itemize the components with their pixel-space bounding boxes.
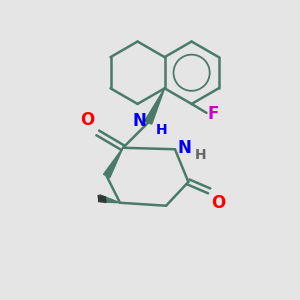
Polygon shape bbox=[145, 88, 165, 124]
Text: H: H bbox=[156, 123, 167, 137]
Text: F: F bbox=[208, 105, 219, 123]
Text: N: N bbox=[177, 139, 191, 157]
Polygon shape bbox=[103, 148, 123, 178]
Text: O: O bbox=[211, 194, 225, 212]
Polygon shape bbox=[98, 195, 120, 203]
Text: N: N bbox=[133, 112, 147, 130]
Text: O: O bbox=[80, 111, 94, 129]
Text: H: H bbox=[194, 148, 206, 162]
